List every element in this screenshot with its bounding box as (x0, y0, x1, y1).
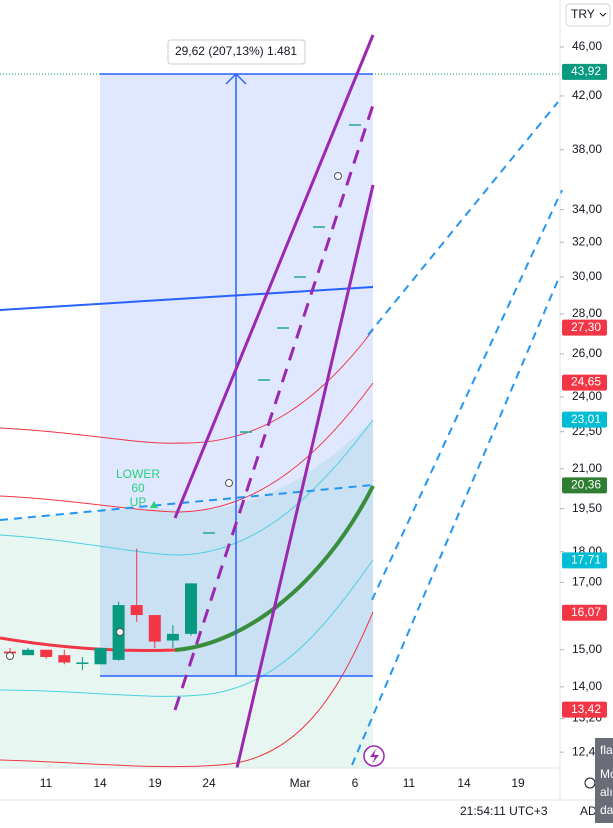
currency-button[interactable] (565, 3, 611, 27)
clock: 21:54:11 UTC+3 (460, 804, 548, 818)
band-cyan1 (0, 419, 374, 556)
markers (6, 172, 342, 660)
y-tick-label: 26,00 (572, 346, 602, 360)
ma-green (174, 485, 375, 652)
x-tick-label: 11 (403, 776, 416, 790)
price-badge-label: 13,42 (571, 702, 601, 716)
x-tick-label: 11 (40, 776, 53, 790)
signal-text: 60 (131, 481, 145, 495)
band-upper (0, 329, 374, 444)
popup-text: Mo (600, 767, 613, 781)
candle-body (148, 615, 161, 642)
x-tick-label: 19 (148, 776, 162, 790)
arrow-head (225, 72, 247, 85)
price-badge (562, 552, 607, 569)
candle-body (58, 655, 71, 663)
y-tick-label: 19,50 (572, 501, 602, 515)
x-tick-label: 19 (511, 776, 525, 790)
channel (173, 34, 375, 769)
price-badge (562, 604, 607, 621)
candle-body (22, 649, 35, 656)
signal-text: UP (130, 495, 147, 509)
y-tick-label: 15,00 (572, 642, 602, 656)
x-tick-label: 14 (93, 776, 107, 790)
x-tick-label: 14 (457, 776, 471, 790)
price-badge-label: 27,30 (571, 320, 601, 334)
x-tick-label: 6 (352, 776, 359, 790)
signal-text: LOWER (116, 467, 160, 481)
steps (203, 124, 361, 534)
candle-body (94, 647, 107, 665)
marker (116, 628, 124, 636)
price-badge-label: 24,65 (571, 375, 601, 389)
price-badge-label: 43,92 (571, 64, 601, 78)
chevron (599, 12, 607, 17)
candle-body (130, 605, 143, 616)
price-badge-label: 23,01 (571, 412, 601, 426)
y-tick-label: 38,00 (572, 142, 602, 156)
price-badge (562, 374, 607, 391)
dashed-line (0, 484, 374, 521)
band-lower (0, 611, 374, 768)
x-tick-label: 24 (202, 776, 216, 790)
currency: TRY (571, 7, 595, 21)
y-tick-label: 28,00 (572, 306, 602, 320)
popup-text: da (600, 803, 613, 817)
popup-text: alı (600, 785, 613, 799)
channel-line (173, 34, 375, 519)
x-tick-label: Mar (290, 776, 311, 790)
candle-body (76, 662, 89, 664)
price-badge-label: 20,36 (571, 478, 601, 492)
dashed-line (371, 189, 563, 601)
price-badge (562, 63, 607, 80)
adj: AD (580, 804, 597, 818)
popup[interactable] (595, 738, 613, 823)
y-tick-label: 12,4 (572, 744, 596, 758)
dashed-lines (0, 101, 563, 766)
price-badge (562, 477, 607, 494)
candle-body (185, 583, 197, 634)
price-badge (562, 319, 607, 336)
measure-label: 29,62 (207,13%) 1.481 (175, 44, 297, 58)
marker (6, 652, 14, 660)
candle-body (40, 649, 53, 657)
y-tick-label: 46,00 (572, 39, 602, 53)
price-badge-label: 16,07 (571, 605, 601, 619)
measure-label-box (167, 39, 306, 65)
candle-body (166, 633, 179, 641)
marker (225, 479, 233, 487)
lightning (370, 749, 379, 764)
marker (334, 172, 342, 180)
band-cyan2 (0, 559, 374, 697)
band-mid (0, 382, 374, 513)
y-tick-label: 24,00 (572, 389, 602, 403)
signal-arrow (150, 501, 158, 508)
dashed-line (351, 279, 559, 766)
y-tick-label: 42,00 (572, 88, 602, 102)
y-tick-label: 21,00 (572, 461, 602, 475)
channel-mid (173, 104, 375, 711)
y-tick-label: 32,00 (572, 234, 602, 248)
popup-text: fla (600, 743, 613, 757)
y-tick-label: 17,00 (572, 575, 602, 589)
price-badge-label: 17,71 (571, 553, 601, 567)
y-tick-label: 14,00 (572, 679, 602, 693)
price-badge (562, 411, 607, 428)
y-tick-label: 30,00 (572, 269, 602, 283)
price-badge (562, 701, 607, 718)
channel-line (235, 184, 375, 769)
y-tick-label: 34,00 (572, 202, 602, 216)
indicators (0, 329, 375, 768)
